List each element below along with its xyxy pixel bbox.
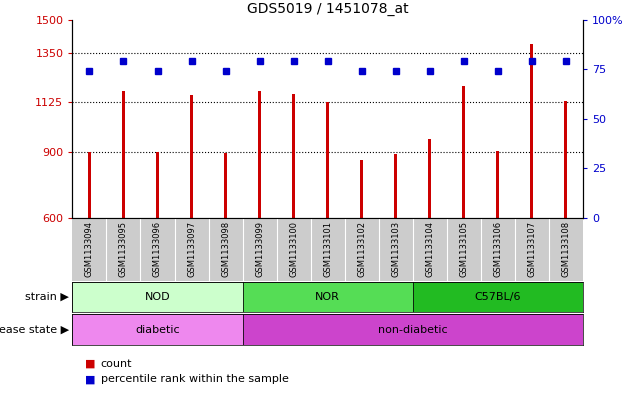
Text: NOD: NOD bbox=[145, 292, 170, 302]
Text: GSM1133104: GSM1133104 bbox=[425, 221, 434, 277]
Bar bbox=[243, 314, 583, 345]
Bar bbox=[428, 139, 431, 218]
Bar bbox=[360, 160, 363, 218]
Bar bbox=[72, 218, 583, 281]
Text: GSM1133096: GSM1133096 bbox=[153, 221, 162, 277]
Bar bbox=[122, 91, 125, 218]
Bar bbox=[258, 91, 261, 218]
Text: count: count bbox=[101, 358, 132, 369]
Bar bbox=[243, 282, 413, 312]
Text: GSM1133098: GSM1133098 bbox=[221, 221, 230, 277]
Bar bbox=[394, 154, 397, 218]
Text: non-diabetic: non-diabetic bbox=[378, 325, 447, 335]
Bar bbox=[462, 86, 465, 218]
Text: GSM1133102: GSM1133102 bbox=[357, 221, 366, 277]
Text: GSM1133105: GSM1133105 bbox=[459, 221, 468, 277]
Bar bbox=[413, 282, 583, 312]
Text: GSM1133100: GSM1133100 bbox=[289, 221, 298, 277]
Bar bbox=[292, 94, 295, 218]
Bar bbox=[72, 282, 243, 312]
Text: GSM1133106: GSM1133106 bbox=[493, 221, 502, 277]
Bar bbox=[496, 151, 499, 218]
Text: ■: ■ bbox=[85, 358, 96, 369]
Text: GSM1133094: GSM1133094 bbox=[85, 221, 94, 277]
Bar bbox=[224, 153, 227, 218]
Bar bbox=[190, 95, 193, 218]
Bar bbox=[72, 314, 243, 345]
Bar bbox=[530, 44, 533, 218]
Title: GDS5019 / 1451078_at: GDS5019 / 1451078_at bbox=[247, 2, 408, 16]
Text: GSM1133099: GSM1133099 bbox=[255, 221, 264, 277]
Bar bbox=[88, 152, 91, 218]
Text: GSM1133095: GSM1133095 bbox=[119, 221, 128, 277]
Text: GSM1133108: GSM1133108 bbox=[561, 221, 570, 277]
Text: GSM1133101: GSM1133101 bbox=[323, 221, 332, 277]
Text: disease state ▶: disease state ▶ bbox=[0, 325, 69, 335]
Text: C57BL/6: C57BL/6 bbox=[474, 292, 521, 302]
Bar bbox=[564, 101, 567, 218]
Text: ■: ■ bbox=[85, 374, 96, 384]
Text: diabetic: diabetic bbox=[135, 325, 180, 335]
Bar bbox=[156, 152, 159, 218]
Bar bbox=[326, 102, 329, 218]
Text: GSM1133103: GSM1133103 bbox=[391, 221, 400, 277]
Text: GSM1133107: GSM1133107 bbox=[527, 221, 536, 277]
Text: NOR: NOR bbox=[315, 292, 340, 302]
Text: GSM1133097: GSM1133097 bbox=[187, 221, 196, 277]
Text: strain ▶: strain ▶ bbox=[25, 292, 69, 302]
Text: percentile rank within the sample: percentile rank within the sample bbox=[101, 374, 289, 384]
